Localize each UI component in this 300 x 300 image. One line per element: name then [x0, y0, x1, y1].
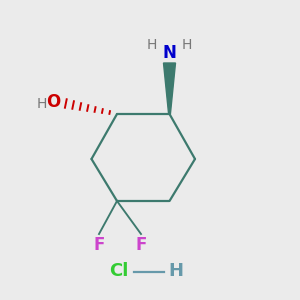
Polygon shape [164, 63, 175, 114]
Text: F: F [93, 236, 105, 254]
Text: Cl: Cl [110, 262, 129, 280]
Text: O: O [46, 93, 60, 111]
Text: H: H [146, 38, 157, 52]
Text: N: N [163, 44, 176, 62]
Text: H: H [168, 262, 183, 280]
Text: H: H [36, 97, 46, 110]
Text: H: H [182, 38, 192, 52]
Text: F: F [135, 236, 147, 254]
